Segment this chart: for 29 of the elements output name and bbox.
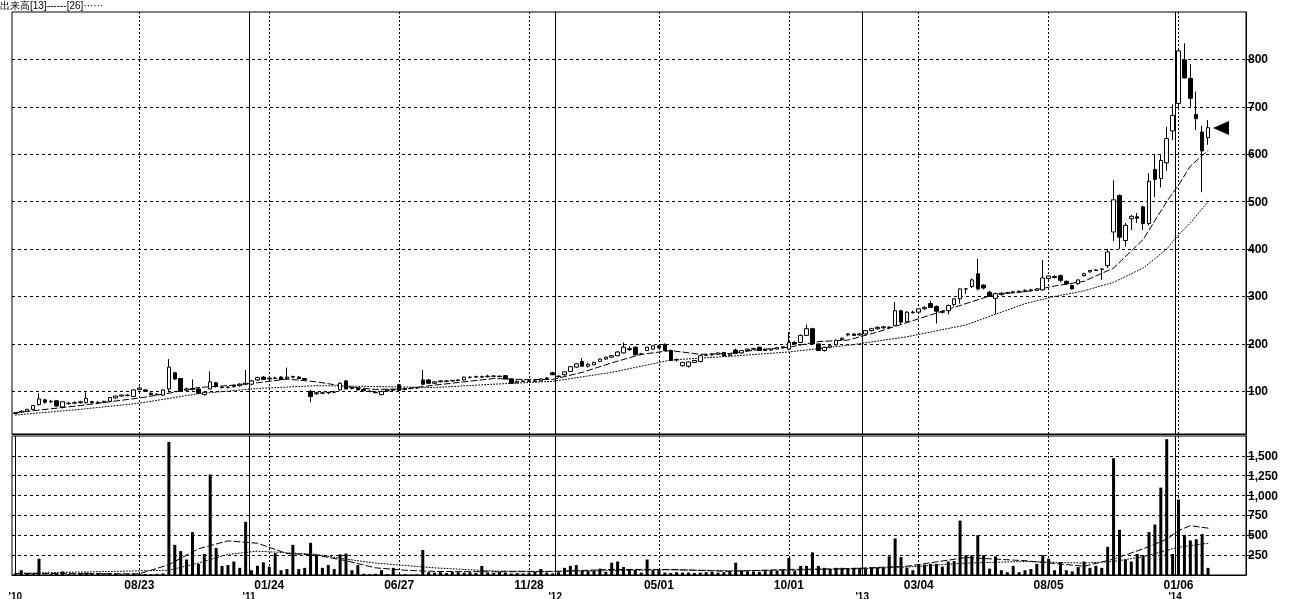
y-tick-label: 600 [1248, 147, 1269, 162]
chart-title: 出来高[13]------[26]······ [0, 0, 104, 11]
ref-line-label: '14 [1168, 590, 1183, 599]
y-tick-label: 100 [1248, 384, 1269, 399]
y-tick-label: 1,000 [1248, 488, 1279, 503]
y-tick-label: 500 [1248, 194, 1269, 209]
x-tick-label: 11/28 [514, 578, 545, 592]
x-tick-label: 10/01 [773, 578, 805, 592]
y-tick-label: 800 [1248, 52, 1269, 67]
x-tick-label: 08/05 [1033, 578, 1064, 592]
ref-line-label: '11 [242, 590, 256, 599]
x-tick-label: 01/24 [254, 578, 285, 592]
y-tick-label: 200 [1248, 336, 1269, 351]
ref-line-label: '12 [548, 590, 563, 599]
y-tick-label: 700 [1248, 99, 1269, 114]
x-tick-label: 08/23 [124, 578, 155, 592]
x-tick-label: 06/27 [384, 578, 415, 592]
y-tick-label: 1,250 [1248, 468, 1279, 483]
y-tick-label: 400 [1248, 242, 1269, 257]
ref-line-label: '10 [8, 590, 23, 599]
ref-line-label: '13 [855, 590, 870, 599]
y-tick-label: 300 [1248, 289, 1269, 304]
y-tick-label: 250 [1248, 548, 1269, 563]
x-tick-label: 03/04 [903, 578, 935, 592]
x-tick-label: 01/06 [1163, 578, 1194, 592]
y-tick-label: 750 [1248, 508, 1269, 523]
x-tick-label: 05/01 [643, 578, 675, 592]
y-tick-label: 1,500 [1248, 448, 1279, 463]
y-tick-label: 500 [1248, 528, 1269, 543]
